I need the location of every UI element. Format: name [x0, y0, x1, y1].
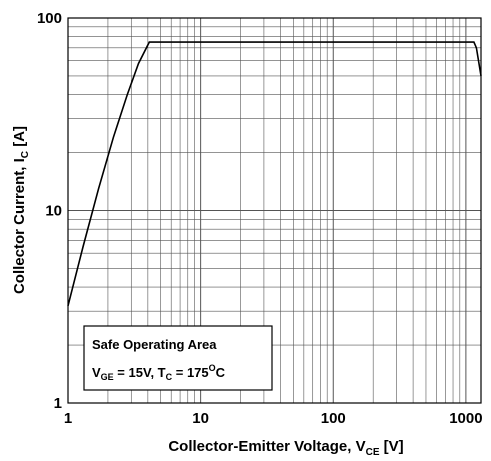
x-tick-label: 1000: [449, 410, 482, 427]
x-tick-label: 100: [321, 410, 346, 427]
soa-boundary-line: [67, 41, 482, 306]
y-tick-label: 1: [54, 395, 62, 412]
annotation-box: Safe Operating Area VGE = 15V, TC = 175O…: [83, 325, 273, 391]
annotation-conditions: VGE = 15V, TC = 175OC: [92, 363, 226, 382]
x-tick-label: 10: [192, 410, 209, 427]
x-tick-labels: 1 10 100 1000: [64, 410, 483, 427]
x-tick-label: 1: [64, 410, 72, 427]
y-tick-label: 100: [37, 10, 62, 27]
series-layer: [67, 41, 482, 306]
y-tick-label: 10: [45, 203, 62, 220]
y-axis-title: Collector Current, IC [A]: [11, 126, 31, 294]
x-axis-title: Collector-Emitter Voltage, VCE [V]: [168, 438, 403, 458]
annotation-title: Safe Operating Area: [92, 337, 217, 352]
y-tick-labels: 1 10 100: [37, 10, 62, 412]
plot-frame: [67, 17, 482, 404]
grid: [68, 18, 481, 403]
